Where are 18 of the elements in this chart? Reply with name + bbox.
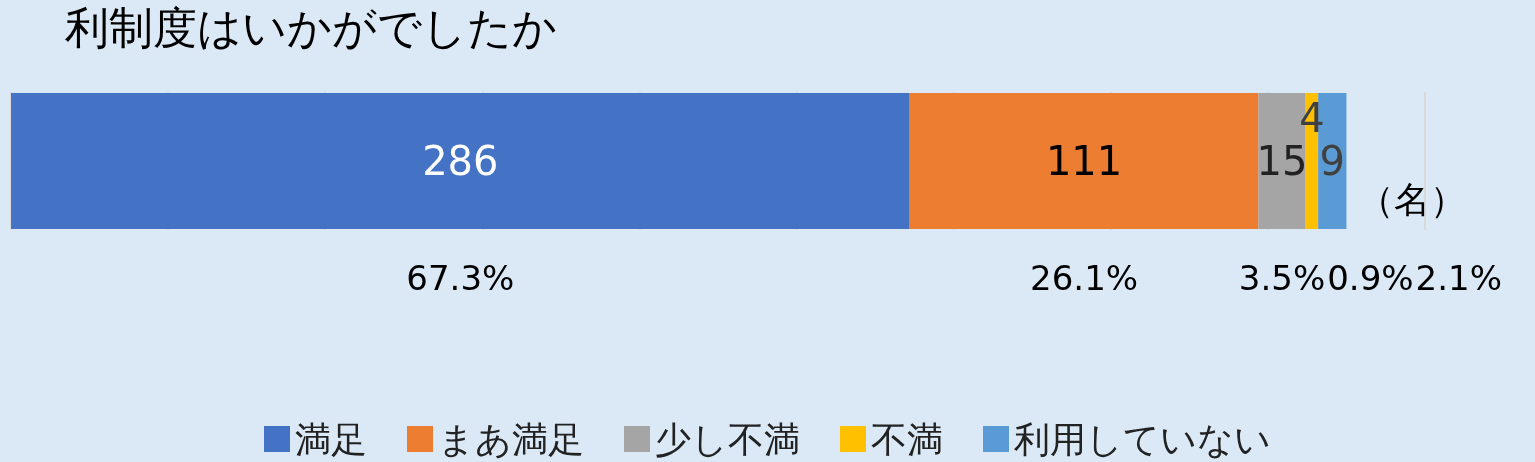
data-label: 111 [1045, 138, 1123, 184]
legend-label: 不満 [871, 418, 943, 460]
text: 2.1% [1415, 258, 1502, 298]
data-label: 286 [422, 138, 499, 184]
legend-label: 満足 [295, 418, 367, 460]
annotation: （名） [1358, 178, 1467, 220]
text: 0.9% [1327, 258, 1414, 298]
bar [11, 93, 910, 229]
data-label: 9 [1319, 138, 1346, 184]
legend-label: まあ満足 [438, 418, 584, 460]
data-label: 15 [1256, 138, 1308, 184]
text: 3.5% [1238, 258, 1326, 298]
chart-title: 利制度はいかがでしたか [65, 1, 557, 53]
legend-label: 少し不満 [655, 418, 800, 460]
legend-label: 利用していない [1014, 418, 1271, 460]
bar [909, 93, 1259, 229]
text: 67.3% [406, 258, 515, 298]
text: 26.1% [1030, 258, 1139, 298]
